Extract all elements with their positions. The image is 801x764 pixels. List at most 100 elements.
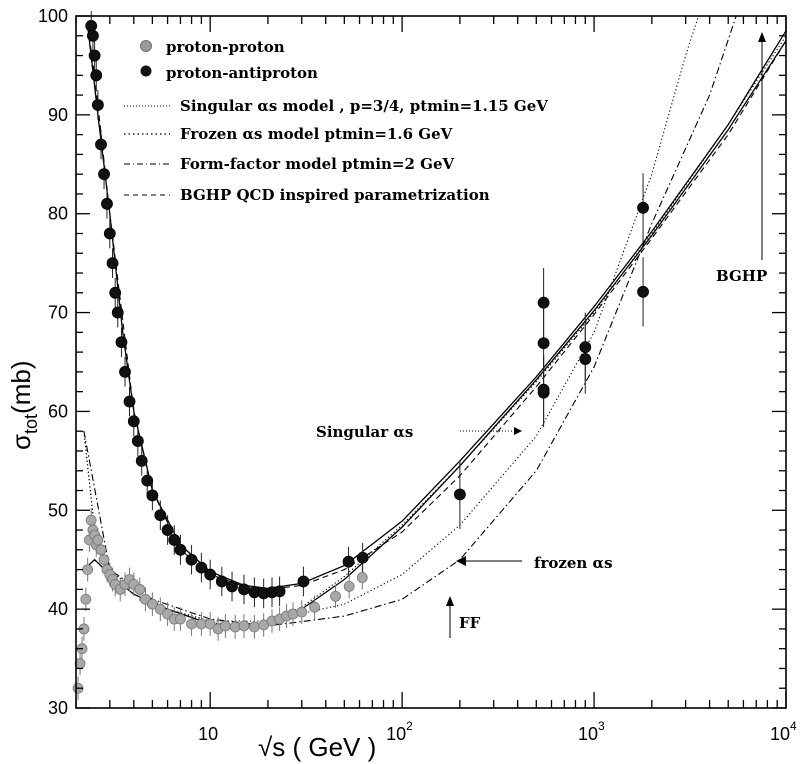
pp-data-point bbox=[85, 514, 97, 526]
pp-data-point bbox=[287, 608, 299, 620]
y-tick-label: 70 bbox=[48, 303, 68, 323]
legend-pp-label: proton-proton bbox=[166, 38, 285, 56]
ppbar-data-point bbox=[273, 585, 286, 598]
legend-ppbar-label: proton-antiproton bbox=[166, 64, 318, 82]
ppbar-data-point bbox=[127, 415, 140, 428]
pp-data-point bbox=[204, 618, 216, 630]
ppbar-data-point bbox=[85, 19, 98, 32]
ppbar-data-point bbox=[537, 296, 550, 309]
ppbar-data-point bbox=[95, 138, 107, 151]
svg-text:4: 4 bbox=[790, 719, 797, 733]
pp-data-point bbox=[146, 598, 158, 610]
y-tick-label: 50 bbox=[48, 500, 68, 520]
ppbar-data-point bbox=[174, 543, 187, 556]
legend-pp-marker bbox=[140, 40, 152, 52]
ppbar-data-point bbox=[356, 551, 369, 564]
y-tick-label: 100 bbox=[38, 6, 68, 26]
x-axis-label: √s ( GeV ) bbox=[258, 732, 376, 762]
pp-data-point bbox=[296, 606, 308, 618]
ppbar-data-point bbox=[111, 306, 124, 319]
svg-text:10: 10 bbox=[386, 724, 406, 744]
pp-data-point bbox=[356, 572, 368, 583]
ppbar-data-point bbox=[537, 383, 550, 396]
ppbar-data-point bbox=[106, 257, 119, 270]
ppbar-data-point bbox=[119, 365, 131, 378]
pp-data-point bbox=[309, 601, 320, 613]
ppbar-data-point bbox=[90, 69, 103, 82]
curve-frozen-s bbox=[83, 15, 700, 622]
annotation-singular-label: Singular αs bbox=[316, 423, 413, 441]
legend-ff-label: Form-factor model ptmin=2 GeV bbox=[180, 155, 455, 173]
pp-data-point bbox=[219, 620, 231, 632]
ppbar-data-point bbox=[297, 575, 310, 588]
svg-text:10: 10 bbox=[770, 724, 790, 744]
plot-frame bbox=[75, 15, 787, 709]
ppbar-data-point bbox=[195, 561, 208, 574]
ppbar-data-point bbox=[123, 395, 136, 408]
y-tick-label: 40 bbox=[48, 599, 68, 619]
x-tick-label: 10 2 bbox=[386, 719, 413, 744]
pp-data-point bbox=[330, 590, 341, 602]
ppbar-data-point bbox=[161, 524, 174, 536]
ppbar-data-point bbox=[88, 49, 101, 62]
pp-data-point bbox=[80, 593, 92, 605]
x-tick-label: 10 4 bbox=[770, 719, 797, 744]
ppbar-data-point bbox=[637, 201, 649, 214]
ppbar-data-point bbox=[579, 341, 592, 354]
ppbar-data-point bbox=[204, 568, 217, 581]
pp-data-point bbox=[95, 544, 107, 556]
y-tick-label: 60 bbox=[48, 401, 68, 421]
ppbar-data-point bbox=[98, 168, 110, 181]
pp-data-point bbox=[186, 618, 197, 630]
svg-text:2: 2 bbox=[406, 719, 413, 733]
legend: proton-proton proton-antiproton Singular… bbox=[124, 38, 548, 204]
ppbar-data-point bbox=[91, 99, 104, 111]
ppbar-data-point bbox=[135, 454, 148, 467]
y-tick-label: 30 bbox=[48, 698, 68, 718]
pp-data-point bbox=[82, 564, 94, 575]
svg-text:10: 10 bbox=[578, 724, 598, 744]
ppbar-data-point bbox=[103, 227, 116, 240]
svg-text:3: 3 bbox=[598, 719, 605, 733]
y-axis-label: σtot(mb) bbox=[6, 361, 41, 451]
ppbar-data-point bbox=[101, 197, 113, 210]
ppbar-data-point bbox=[115, 336, 128, 349]
ppbar-data-point bbox=[154, 509, 167, 522]
annotation-bghp-label: BGHP bbox=[716, 267, 767, 285]
pp-data-point bbox=[238, 620, 250, 632]
legend-ppbar-marker bbox=[140, 65, 152, 77]
ppbar-data-point bbox=[579, 353, 592, 365]
annotations: Singular αs frozen αs FF BGHP bbox=[316, 32, 767, 638]
pp-data-point bbox=[343, 581, 355, 592]
ppbar-data-point bbox=[131, 435, 144, 447]
legend-bghp-label: BGHP QCD inspired parametrization bbox=[180, 186, 490, 204]
ppbar-data-point bbox=[109, 286, 122, 299]
ppbar-data-point bbox=[168, 534, 181, 546]
x-tick-label: 10 bbox=[198, 724, 218, 744]
pp-data-point bbox=[92, 534, 104, 546]
y-tick-label: 80 bbox=[48, 204, 68, 224]
ppbar-data-point bbox=[141, 474, 154, 487]
ppbar-data-point bbox=[215, 575, 228, 588]
pp-data-point bbox=[248, 621, 260, 633]
y-label-unit: (mb) bbox=[6, 361, 36, 414]
ppbar-data-point bbox=[238, 583, 250, 596]
ppbar-data-point bbox=[185, 553, 198, 566]
pp-data-point bbox=[134, 583, 146, 595]
y-label-sigma: σ bbox=[6, 434, 36, 450]
svg-text:10: 10 bbox=[198, 724, 218, 744]
y-tick-label: 90 bbox=[48, 105, 68, 125]
ppbar-data-point bbox=[637, 285, 649, 298]
pp-data-point bbox=[98, 554, 110, 566]
ppbar-data-point bbox=[342, 555, 355, 568]
annotation-frozen-label: frozen αs bbox=[534, 554, 613, 572]
y-label-sub: tot bbox=[21, 414, 41, 434]
legend-singular-label: Singular αs model , p=3/4, ptmin=1.15 Ge… bbox=[180, 97, 548, 115]
x-tick-label: 10 3 bbox=[578, 719, 605, 744]
ppbar-data-point bbox=[226, 580, 238, 593]
ppbar-data-point bbox=[537, 337, 550, 350]
legend-frozen-label: Frozen αs model ptmin=1.6 GeV bbox=[180, 125, 453, 143]
pp-data-point bbox=[175, 613, 186, 625]
ppbar-data-point bbox=[146, 489, 159, 502]
